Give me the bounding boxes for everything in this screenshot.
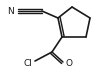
Text: Cl: Cl xyxy=(23,59,32,67)
Text: O: O xyxy=(66,59,73,67)
Text: N: N xyxy=(7,7,14,16)
